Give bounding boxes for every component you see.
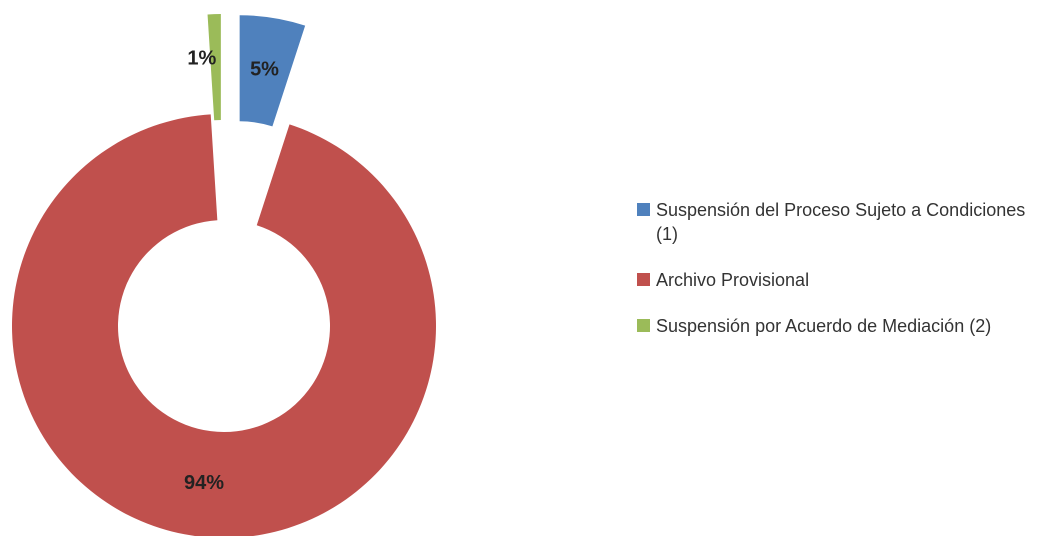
donut-slice xyxy=(207,14,221,121)
legend-label: Archivo Provisional xyxy=(656,270,810,290)
legend-item: Suspensión del Proceso Sujeto a Condicio… xyxy=(637,198,1046,246)
legend: Suspensión del Proceso Sujeto a Condicio… xyxy=(637,198,1057,360)
legend-label: Suspensión por Acuerdo de Mediación (2) xyxy=(656,316,992,336)
legend-item: Suspensión por Acuerdo de Mediación (2) xyxy=(637,314,1046,338)
donut-slice xyxy=(239,15,306,127)
legend-label: Suspensión del Proceso Sujeto a Condicio… xyxy=(656,200,1026,244)
legend-swatch xyxy=(637,203,650,216)
data-label: 94% xyxy=(184,472,224,494)
legend-item: Archivo Provisional xyxy=(637,268,1046,292)
data-label: 5% xyxy=(250,58,279,80)
data-label: 1% xyxy=(187,47,216,69)
legend-swatch xyxy=(637,273,650,286)
donut-slice xyxy=(12,114,436,536)
legend-swatch xyxy=(637,319,650,332)
